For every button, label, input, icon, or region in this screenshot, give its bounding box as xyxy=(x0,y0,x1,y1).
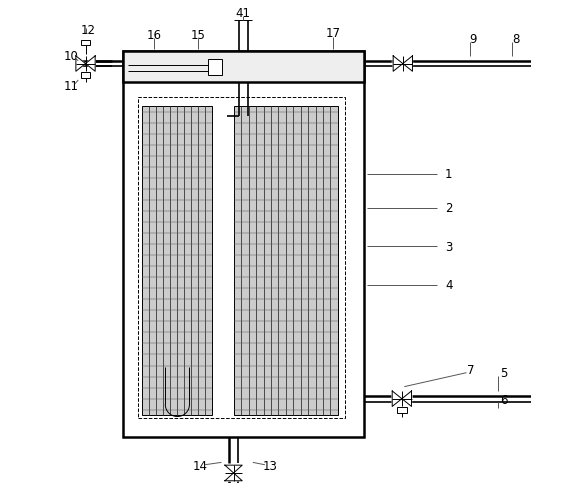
Bar xyxy=(234,107,338,415)
Bar xyxy=(80,73,90,78)
Text: 7: 7 xyxy=(467,363,474,376)
Bar xyxy=(123,52,364,437)
Polygon shape xyxy=(402,391,412,407)
Polygon shape xyxy=(225,465,242,473)
Polygon shape xyxy=(76,57,86,72)
Text: 16: 16 xyxy=(147,29,162,42)
Bar xyxy=(138,98,345,418)
Text: 1: 1 xyxy=(445,168,452,181)
Bar xyxy=(123,52,364,83)
Text: 11: 11 xyxy=(64,80,79,93)
Text: 10: 10 xyxy=(64,50,79,63)
Text: 6: 6 xyxy=(500,393,508,407)
Bar xyxy=(207,60,222,76)
Text: 9: 9 xyxy=(469,33,477,46)
Polygon shape xyxy=(403,57,412,72)
Text: 8: 8 xyxy=(512,33,520,46)
Text: 15: 15 xyxy=(190,29,206,42)
Polygon shape xyxy=(392,391,402,407)
Text: 3: 3 xyxy=(445,241,452,253)
Text: 5: 5 xyxy=(500,366,508,379)
Text: 14: 14 xyxy=(192,459,207,472)
Text: 41: 41 xyxy=(235,7,250,20)
Text: 2: 2 xyxy=(445,202,452,215)
Polygon shape xyxy=(86,57,95,72)
Polygon shape xyxy=(393,57,403,72)
Text: 12: 12 xyxy=(80,24,96,37)
Bar xyxy=(142,107,212,415)
Text: 13: 13 xyxy=(262,459,277,472)
Text: 17: 17 xyxy=(325,27,340,40)
Bar xyxy=(397,408,406,413)
Text: 4: 4 xyxy=(445,279,452,292)
Bar xyxy=(80,41,90,46)
Polygon shape xyxy=(225,473,242,481)
